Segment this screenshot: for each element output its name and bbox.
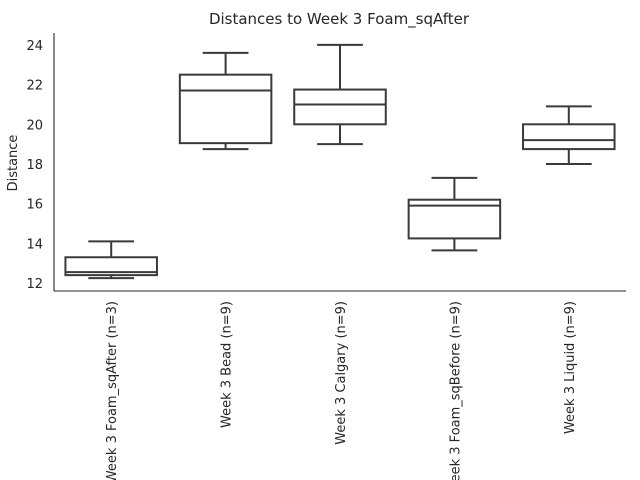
y-tick-label: 22 [26,79,43,94]
y-tick-label: 14 [26,237,43,252]
box-iqr [522,123,616,151]
y-tick-label: 24 [26,39,43,54]
box-iqr [293,88,387,126]
chart-title: Distances to Week 3 Foam_sqAfter [209,10,470,29]
box-iqr [178,73,273,145]
y-axis-label: Distance [6,135,21,192]
x-tick-label: Week 3 Bead (n=9) [220,301,235,428]
x-tick-label: Week 3 Foam_sqBefore (n=9) [448,301,463,480]
x-tick-label: Week 3 Calgary (n=9) [334,301,349,445]
y-tick-label: 18 [26,158,43,173]
y-tick-label: 20 [26,118,43,133]
y-tick-label: 16 [26,198,43,213]
box-iqr [407,198,502,240]
box-iqr [64,256,158,277]
x-tick-label: Week 3 Liquid (n=9) [563,301,578,434]
plot-area: 12 14 16 18 20 22 24 Week 3 Foam_sqAfter (n=3) W… [26,33,626,480]
y-tick-label: 12 [26,277,43,292]
x-tick-label: Week 3 Foam_sqAfter (n=3) [105,301,120,480]
